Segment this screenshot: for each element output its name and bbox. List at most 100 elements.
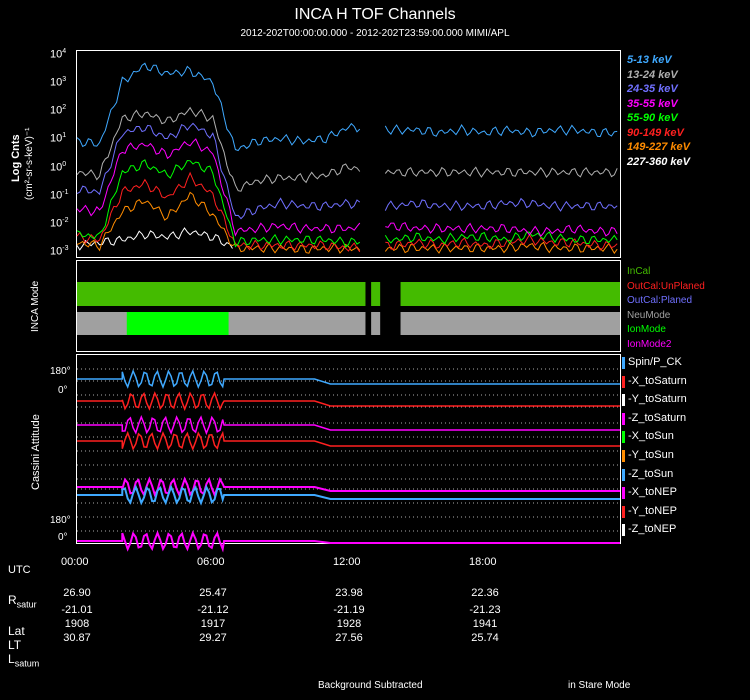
series-line-5	[76, 122, 618, 220]
ephem-value: 1941	[472, 618, 498, 630]
att-series-6	[77, 530, 620, 553]
series-line-7	[76, 62, 618, 152]
mode-gap-0	[365, 261, 372, 351]
mode-segment-0	[77, 282, 620, 306]
counts-legend-item: 35-55 keV	[627, 97, 678, 110]
ephem-value: 1917	[200, 618, 226, 630]
att-legend-swatch	[622, 394, 625, 407]
att-legend-item: -Z_toSaturn	[628, 411, 687, 424]
mode-legend-item: NeuMode	[627, 309, 671, 321]
ephem-value: 29.27	[199, 632, 227, 644]
counts-ytick-exp-4: 0	[62, 160, 67, 168]
ephem-label-0: Rsatur	[8, 593, 37, 610]
counts-legend-item: 149-227 keV	[627, 141, 690, 153]
ephem-label-3: LT	[8, 638, 22, 652]
att-ytick-180-top: 180°	[50, 366, 71, 377]
att-legend-item: -X_toNEP	[628, 486, 677, 499]
ephem-value: 1928	[336, 618, 362, 630]
att-legend-swatch	[622, 524, 625, 537]
counts-legend-item: 227-360 keV	[627, 155, 690, 168]
att-legend-swatch	[622, 412, 625, 425]
counts-ytick-4: 100	[50, 160, 67, 174]
att-legend-item: Spin/P_CK	[628, 356, 682, 368]
x-tick-0: 00:00	[61, 556, 89, 568]
ephem-label-sub: satum	[14, 658, 40, 669]
att-legend-swatch	[622, 487, 625, 500]
mode-gap-1	[380, 261, 401, 351]
series-line-4	[76, 138, 618, 238]
series-line-2	[76, 171, 618, 253]
x-tick-1: 06:00	[197, 556, 225, 568]
attitude-plot	[77, 368, 620, 553]
mode-plot	[77, 261, 620, 351]
ephem-value: 25.74	[471, 632, 499, 644]
counts-ytick-exp-6: -2	[62, 216, 69, 224]
ephem-value: -21.12	[197, 604, 229, 616]
series-line-6	[76, 106, 618, 192]
counts-ytick-exp-7: -3	[62, 245, 69, 252]
counts-ytick-exp-5: -1	[62, 188, 69, 196]
mode-legend-item: OutCal:UnPlaned	[627, 280, 705, 292]
ephem-label-2: Lat	[8, 624, 25, 638]
attitude-y-label: Cassini Attitude	[30, 414, 42, 490]
ephem-value: -21.19	[333, 604, 365, 616]
counts-ytick-0: 104	[50, 48, 67, 61]
mode-legend-item: OutCal:Planed	[627, 295, 693, 306]
att-legend-swatch	[622, 505, 625, 518]
counts-ytick-exp-0: 4	[62, 48, 67, 55]
mode-legend-item: IonMode2	[627, 338, 672, 350]
counts-ytick-5: 10-1	[50, 188, 69, 202]
counts-legend-item: 13-24 keV	[627, 68, 678, 81]
utc-label: UTC	[8, 564, 31, 576]
counts-y-label: Log Cnts	[10, 134, 22, 182]
att-legend-swatch	[622, 468, 625, 481]
att-legend-swatch	[622, 375, 625, 388]
att-series-3	[77, 430, 620, 452]
ephem-value: -21.23	[469, 604, 501, 616]
mode-segment-2	[126, 312, 229, 335]
counts-legend-item: 5-13 keV	[627, 54, 672, 66]
att-legend-item: -X_toSun	[628, 430, 674, 443]
footer-left: Background Subtracted	[318, 680, 423, 691]
counts-ytick-1: 103	[50, 76, 67, 89]
att-series-5	[77, 484, 620, 506]
att-legend-item: -Y_toNEP	[628, 504, 677, 517]
att-series-4	[77, 476, 620, 498]
mode-panel	[76, 260, 621, 352]
counts-ytick-7: 10-3	[50, 245, 69, 258]
counts-legend-item: 24-35 keV	[627, 83, 678, 95]
att-ytick-0-top: 0°	[58, 385, 68, 396]
counts-ytick-exp-2: 2	[62, 104, 67, 112]
x-tick-3: 18:00	[469, 556, 497, 568]
att-legend-swatch	[622, 450, 625, 462]
att-legend-item: -Y_toSun	[628, 449, 674, 461]
att-series-1	[77, 391, 620, 412]
ephem-value: 22.36	[471, 587, 499, 599]
counts-ytick-6: 10-2	[50, 216, 69, 230]
counts-legend-item: 55-90 keV	[627, 112, 678, 124]
mode-legend-item: IonMode	[627, 324, 666, 335]
counts-plot	[76, 62, 618, 255]
footer-right: in Stare Mode	[568, 680, 631, 691]
counts-ytick-3: 101	[50, 132, 67, 146]
ephem-value: -21.01	[61, 604, 93, 616]
ephem-value: 27.56	[335, 632, 363, 644]
ephem-value: 25.47	[199, 587, 227, 599]
counts-ytick-2: 102	[50, 104, 67, 117]
ephem-label-sub: satur	[16, 599, 37, 610]
att-legend-item: -Y_toSaturn	[628, 393, 687, 406]
att-ytick-0-bottom: 0°	[58, 532, 68, 543]
att-series-2	[77, 414, 620, 436]
ephem-value: 1908	[64, 618, 90, 630]
mode-y-label: INCA Mode	[30, 280, 41, 332]
counts-panel	[76, 50, 621, 258]
ephem-value: 23.98	[335, 587, 363, 599]
counts-y-units: (cm²-sr-s-keV)⁻¹	[24, 127, 35, 200]
att-legend-item: -Z_toNEP	[628, 523, 677, 536]
series-line-3	[76, 159, 618, 248]
ephem-label-4: Lsatum	[8, 652, 40, 669]
counts-ytick-exp-1: 3	[62, 76, 67, 84]
ephem-value: 30.87	[63, 632, 91, 644]
att-legend-item: -Z_toSun	[628, 467, 674, 480]
att-legend-item: -X_toSaturn	[628, 374, 687, 387]
